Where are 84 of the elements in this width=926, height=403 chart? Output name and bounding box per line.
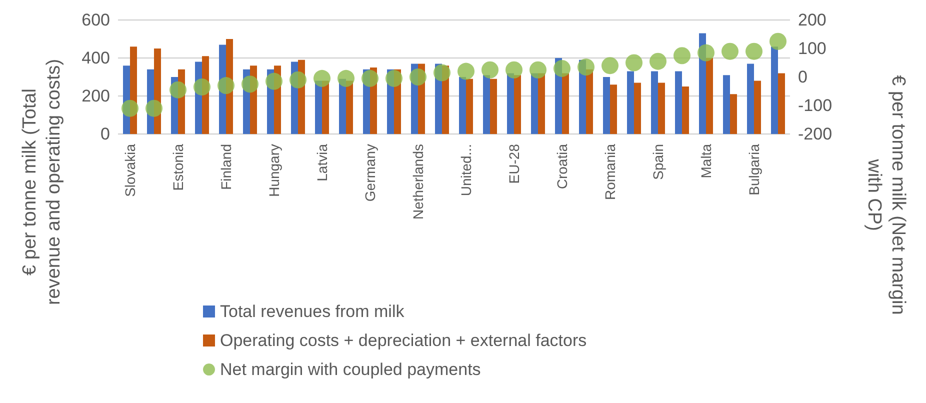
bar: [483, 75, 490, 134]
point: [146, 100, 162, 117]
x-tick-label: Bulgaria: [746, 144, 762, 196]
bar: [651, 71, 658, 134]
y-tick-label: 400: [82, 48, 110, 68]
bar: [459, 77, 466, 134]
bar: [514, 75, 521, 134]
legend-label: Total revenues from milk: [220, 302, 405, 321]
point: [218, 77, 234, 94]
point: [746, 42, 762, 60]
point: [290, 71, 306, 88]
x-tick-label: Romania: [602, 144, 618, 200]
x-tick-label: Croatia: [554, 144, 570, 190]
y2-tick-label: -200: [798, 124, 832, 144]
x-tick-label: Latvia: [314, 144, 330, 182]
bar: [322, 80, 329, 134]
point: [602, 57, 618, 74]
bar: [778, 73, 785, 134]
bar: [466, 78, 473, 134]
x-tick-label: Netherlands: [410, 144, 426, 220]
bar: [706, 58, 713, 134]
legend-label: Operating costs + depreciation + external factors: [220, 331, 587, 350]
bar: [634, 82, 641, 134]
bar: [586, 69, 593, 134]
point: [482, 61, 498, 78]
x-tick-label: Finland: [218, 144, 234, 190]
y-tick-label: 600: [82, 10, 110, 30]
point: [770, 32, 786, 50]
bar: [675, 71, 682, 134]
bar: [747, 64, 754, 134]
point: [626, 54, 642, 72]
point: [410, 68, 426, 86]
point: [362, 70, 378, 87]
bar: [490, 78, 497, 134]
x-tick-label: Germany: [362, 144, 378, 202]
point: [554, 60, 570, 77]
bar: [754, 80, 761, 134]
bar: [730, 94, 737, 134]
bar: [562, 73, 569, 134]
y2-tick-label: -100: [798, 96, 832, 115]
x-tick-label: Malta: [698, 144, 714, 178]
y-tick-label: 0: [100, 124, 110, 144]
point: [122, 100, 138, 117]
y2-axis-title: € per tonne milk (Net margin with CP): [864, 75, 908, 315]
y-tick-label: 200: [82, 86, 110, 106]
y2-tick-label: 100: [798, 39, 826, 58]
y2-tick-label: 0: [798, 68, 808, 86]
point: [722, 42, 738, 60]
point: [578, 58, 594, 76]
x-tick-label: United...: [458, 144, 474, 196]
x-tick-label: Spain: [650, 144, 666, 180]
y-axis-title: € per tonne milk (Total revenue and operating costs): [20, 58, 64, 306]
bar: [771, 46, 778, 134]
bar: [610, 84, 617, 134]
x-tick-label: Hungary: [266, 144, 282, 197]
legend-label: Net margin with coupled payments: [220, 360, 481, 379]
bar: [346, 80, 353, 134]
x-tick-label: EU-28: [506, 144, 522, 184]
point: [530, 61, 546, 78]
point: [194, 78, 210, 96]
point: [458, 62, 474, 80]
point: [434, 64, 450, 82]
point: [386, 70, 402, 87]
bar: [627, 71, 634, 134]
point: [698, 44, 714, 62]
bar: [658, 82, 665, 134]
point: [266, 72, 282, 90]
x-tick-label: Slovakia: [122, 144, 138, 197]
point: [170, 81, 186, 98]
bar: [603, 77, 610, 134]
bar: [315, 80, 322, 134]
bar: [723, 75, 730, 134]
point: [338, 70, 354, 87]
point: [650, 52, 666, 70]
point: [314, 70, 330, 87]
bar: [531, 73, 538, 134]
bar: [682, 86, 689, 134]
point: [242, 76, 258, 93]
point: [506, 61, 522, 78]
bar: [507, 73, 514, 134]
x-tick-label: Estonia: [170, 144, 186, 191]
point: [674, 47, 690, 64]
y2-tick-label: 200: [798, 10, 826, 30]
bar: [538, 73, 545, 134]
